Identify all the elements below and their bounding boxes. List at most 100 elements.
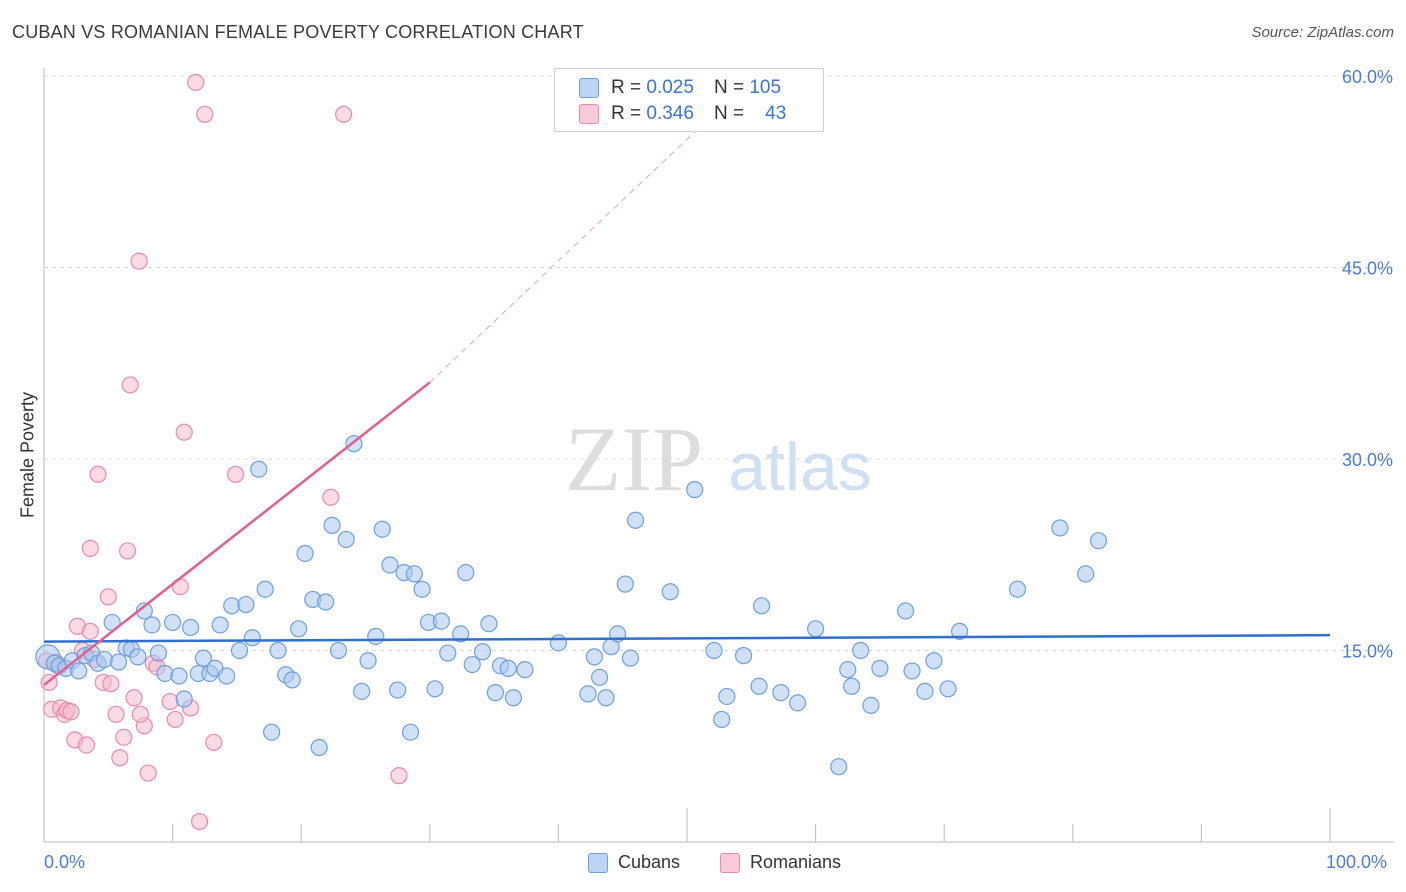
cubans-point — [516, 661, 534, 679]
x-tick-max: 100.0% — [1326, 852, 1388, 872]
cubans-point — [463, 655, 481, 674]
watermark-zip: ZIP — [565, 408, 703, 510]
romanians-point — [89, 465, 107, 483]
cubans-point — [170, 667, 188, 685]
cubans-point — [452, 625, 470, 643]
romanians-point — [131, 705, 150, 723]
cubans-point — [381, 556, 399, 574]
cubans-point — [432, 612, 450, 630]
romanians-point — [81, 622, 99, 640]
cubans-point — [164, 613, 182, 632]
cubans-point — [626, 511, 645, 529]
cubans-point — [686, 481, 704, 499]
cubans-point — [916, 682, 934, 700]
romanians-point — [205, 733, 223, 752]
legend-item-cubans: Cubans — [588, 852, 680, 873]
romanians-point — [77, 736, 96, 754]
cubans-point — [457, 564, 475, 582]
cubans-point — [590, 668, 609, 686]
romanians-point — [130, 252, 148, 270]
cubans-point — [439, 644, 457, 662]
legend-row-cubans: R = 0.025 N = 105 — [579, 77, 781, 99]
cubans-point — [585, 648, 604, 666]
cubans-point — [772, 684, 790, 702]
cubans-point — [713, 710, 731, 729]
cubans-point — [480, 615, 498, 633]
cubans-point — [1077, 565, 1095, 583]
romanians-point — [161, 692, 179, 711]
cubans-point — [579, 685, 597, 703]
y-tick-label: 30.0% — [1342, 450, 1393, 470]
romanians-point — [118, 542, 137, 560]
cubans-point — [194, 649, 213, 667]
cubans-point — [218, 667, 236, 685]
cubans-point — [401, 723, 420, 741]
cubans-point — [897, 602, 915, 620]
romanians-point — [125, 689, 143, 707]
romanians-point — [62, 703, 80, 721]
legend-r-value: 0.025 — [646, 77, 694, 98]
cubans-point — [903, 662, 921, 680]
cubans-legend-swatch — [588, 852, 608, 873]
cubans-point — [296, 544, 314, 563]
y-tick-label: 45.0% — [1342, 259, 1393, 279]
cubans-point — [135, 602, 153, 620]
cubans-point — [269, 641, 287, 660]
cubans-point — [951, 622, 969, 640]
legend-row-romanians: R = 0.346 N = 43 — [579, 103, 786, 125]
cubans-swatch — [579, 78, 599, 98]
cubans-point — [788, 694, 807, 712]
romanians-point — [102, 675, 120, 693]
cubans-point — [230, 641, 249, 660]
cubans-point — [95, 650, 114, 669]
cubans-point — [156, 664, 174, 683]
romanians-point — [196, 105, 214, 123]
cubans-point — [237, 595, 255, 614]
series-legend: Cubans Romanians — [0, 852, 1406, 878]
cubans-point — [290, 620, 308, 638]
cubans-point — [499, 659, 517, 677]
cubans-point — [70, 662, 88, 680]
cubans-point — [389, 681, 407, 699]
romanians-point — [115, 728, 133, 746]
axes — [43, 68, 1394, 843]
cubans-point — [143, 616, 161, 634]
cubans-point — [310, 738, 328, 757]
cubans-point — [616, 575, 634, 593]
cubans-point — [283, 671, 301, 689]
romanians-point — [227, 465, 245, 483]
x-tick-min: 0.0% — [44, 852, 86, 872]
cubans-point — [806, 620, 825, 638]
cubans-point — [705, 641, 723, 660]
cubans-point — [223, 597, 241, 615]
cubans-point — [830, 758, 848, 776]
romanians-points — [37, 73, 408, 831]
cubans-point — [149, 644, 168, 662]
cubans-point — [405, 565, 423, 583]
romanians-point — [99, 588, 117, 606]
legend-n-value: 105 — [749, 77, 782, 98]
chart-title: CUBAN VS ROMANIAN FEMALE POVERTY CORRELA… — [12, 22, 584, 42]
watermark-atlas: atlas — [728, 429, 872, 505]
cubans-point — [243, 629, 261, 647]
cubans-point — [504, 689, 522, 707]
cubans-point — [843, 677, 861, 695]
cubans-point — [109, 653, 128, 671]
cubans-point — [862, 696, 880, 714]
cubans-point — [413, 580, 431, 598]
romanians-trend-line — [43, 381, 431, 686]
cubans-point — [871, 659, 889, 677]
cubans-point — [359, 652, 377, 670]
y-axis-label: Female Poverty — [17, 391, 38, 519]
romanians-legend-label: Romanians — [750, 852, 842, 872]
romanians-point — [139, 764, 157, 782]
cubans-point — [337, 530, 355, 549]
cubans-point — [734, 647, 753, 665]
romanians-point — [107, 705, 125, 723]
romanians-point — [390, 767, 408, 785]
romanians-point — [81, 539, 99, 557]
cubans-point — [718, 687, 736, 706]
legend-n-value: 43 — [765, 103, 787, 124]
romanians-swatch — [579, 104, 599, 124]
cubans-point — [353, 682, 371, 700]
